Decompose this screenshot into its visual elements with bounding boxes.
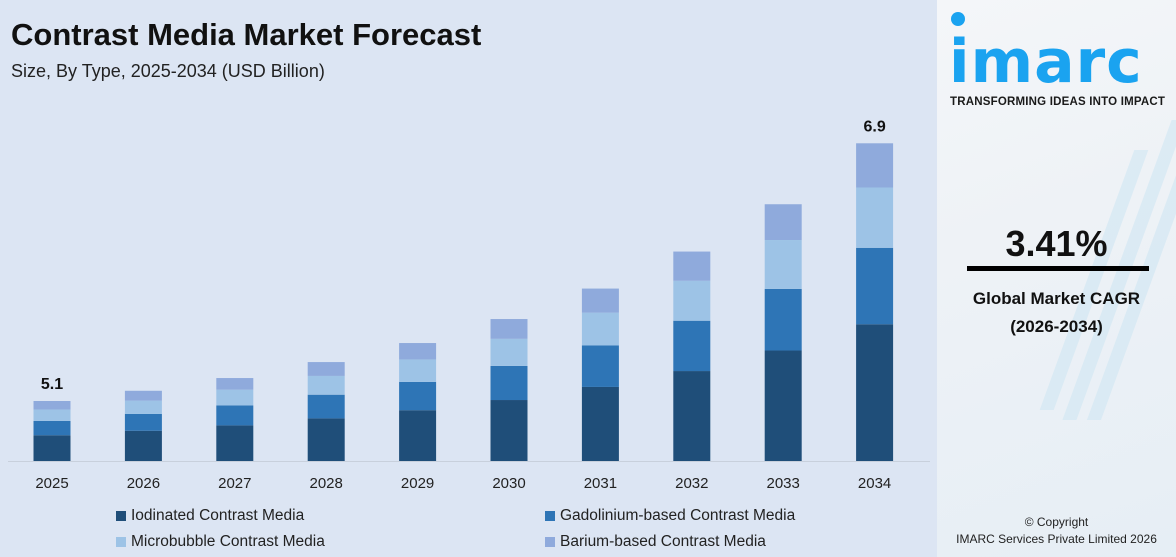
bar-segment-2029-3 bbox=[399, 343, 437, 360]
bar-segment-2027-1 bbox=[216, 405, 254, 426]
legend-item-barium: Barium-based Contrast Media bbox=[545, 533, 766, 551]
legend-label: Gadolinium-based Contrast Media bbox=[560, 507, 796, 524]
bar-segment-2030-2 bbox=[490, 338, 528, 366]
stacked-bar-chart: 2025 5.1 2026 2027 2028 2029 2030 2031 2032 2033 2… bbox=[8, 118, 930, 492]
x-tick-label: 2030 bbox=[492, 475, 525, 492]
bar-segment-2030-1 bbox=[490, 365, 528, 401]
legend-label: Barium-based Contrast Media bbox=[560, 533, 766, 550]
bar-segment-2028-1 bbox=[307, 394, 345, 419]
copyright-company: IMARC Services Private Limited 2026 bbox=[956, 532, 1157, 546]
bar-segment-2033-1 bbox=[764, 288, 802, 351]
cagr-label: Global Market CAGR (2026-2034) bbox=[937, 285, 1176, 341]
legend-swatch bbox=[116, 537, 126, 547]
copyright: © Copyright IMARC Services Private Limit… bbox=[937, 514, 1176, 548]
bar-segment-2033-0 bbox=[764, 350, 802, 461]
info-panel: imarc TRANSFORMING IDEAS INTO IMPACT 3.4… bbox=[937, 0, 1176, 557]
bar-segment-2033-2 bbox=[764, 240, 802, 289]
bar-segment-2032-1 bbox=[673, 320, 711, 372]
bar-segment-2032-3 bbox=[673, 251, 711, 281]
bar-segment-2031-1 bbox=[581, 345, 619, 387]
bar-segment-2032-2 bbox=[673, 280, 711, 321]
bar-segment-2034-0 bbox=[856, 324, 894, 461]
bar-segment-2025-3 bbox=[33, 401, 71, 410]
x-tick-label: 2034 bbox=[858, 475, 891, 492]
bar-segment-2026-0 bbox=[124, 430, 162, 461]
x-tick-label: 2027 bbox=[218, 475, 251, 492]
legend-label: Iodinated Contrast Media bbox=[131, 507, 305, 524]
bar-segment-2033-3 bbox=[764, 204, 802, 241]
bar-segment-2034-2 bbox=[856, 187, 894, 248]
legend-item-microbubble: Microbubble Contrast Media bbox=[116, 533, 325, 551]
brand-tagline: TRANSFORMING IDEAS INTO IMPACT bbox=[950, 96, 1166, 108]
bar-segment-2030-3 bbox=[490, 319, 528, 339]
x-tick-label: 2031 bbox=[584, 475, 617, 492]
legend-item-gadolinium: Gadolinium-based Contrast Media bbox=[545, 507, 795, 525]
bar-segment-2031-2 bbox=[581, 312, 619, 346]
bar-segment-2028-3 bbox=[307, 362, 345, 376]
bar-segment-2030-0 bbox=[490, 400, 528, 461]
bar-segment-2025-2 bbox=[33, 409, 71, 421]
bar-segment-2025-0 bbox=[33, 435, 71, 461]
x-tick-label: 2032 bbox=[675, 475, 708, 492]
chart-panel: Contrast Media Market Forecast Size, By … bbox=[8, 17, 930, 551]
chart-title: Contrast Media Market Forecast bbox=[11, 17, 482, 52]
logo-dot bbox=[951, 12, 965, 26]
divider bbox=[967, 266, 1149, 271]
chart-subtitle: Size, By Type, 2025-2034 (USD Billion) bbox=[11, 61, 325, 81]
bar-segment-2025-1 bbox=[33, 420, 71, 436]
cagr-period: (2026-2034) bbox=[1010, 317, 1103, 336]
x-tick-label: 2025 bbox=[35, 475, 68, 492]
bar-segment-2026-2 bbox=[124, 400, 162, 414]
data-label: 6.9 bbox=[863, 118, 885, 135]
legend-swatch bbox=[545, 511, 555, 521]
logo-wordmark: imarc bbox=[949, 27, 1143, 97]
x-tick-label: 2028 bbox=[310, 475, 343, 492]
legend-item-iodinated: Iodinated Contrast Media bbox=[116, 507, 304, 525]
bar-segment-2028-2 bbox=[307, 375, 345, 395]
x-tick-label: 2026 bbox=[127, 475, 160, 492]
legend-label: Microbubble Contrast Media bbox=[131, 533, 325, 550]
bar-segment-2029-2 bbox=[399, 359, 437, 382]
bar-segment-2027-3 bbox=[216, 378, 254, 390]
bar-segment-2029-0 bbox=[399, 410, 437, 461]
bar-segment-2027-2 bbox=[216, 389, 254, 406]
cagr-value: 3.41% bbox=[1005, 223, 1108, 264]
bar-segment-2029-1 bbox=[399, 381, 437, 411]
legend-swatch bbox=[545, 537, 555, 547]
bar-segment-2028-0 bbox=[307, 418, 345, 461]
x-tick-label: 2033 bbox=[767, 475, 800, 492]
x-tick-label: 2029 bbox=[401, 475, 434, 492]
cagr-label-text: Global Market CAGR bbox=[972, 289, 1141, 308]
bar-segment-2031-0 bbox=[581, 386, 619, 461]
copyright-line: © Copyright bbox=[1024, 515, 1089, 529]
bar-segment-2034-3 bbox=[856, 143, 894, 188]
imarc-logo: imarc bbox=[947, 8, 1172, 94]
bar-segment-2027-0 bbox=[216, 425, 254, 461]
bar-segment-2026-3 bbox=[124, 390, 162, 401]
data-label: 5.1 bbox=[41, 376, 63, 393]
bar-segment-2026-1 bbox=[124, 413, 162, 431]
bar-segment-2032-0 bbox=[673, 371, 711, 461]
bar-segment-2031-3 bbox=[581, 288, 619, 313]
bar-segment-2034-1 bbox=[856, 247, 894, 325]
legend-swatch bbox=[116, 511, 126, 521]
